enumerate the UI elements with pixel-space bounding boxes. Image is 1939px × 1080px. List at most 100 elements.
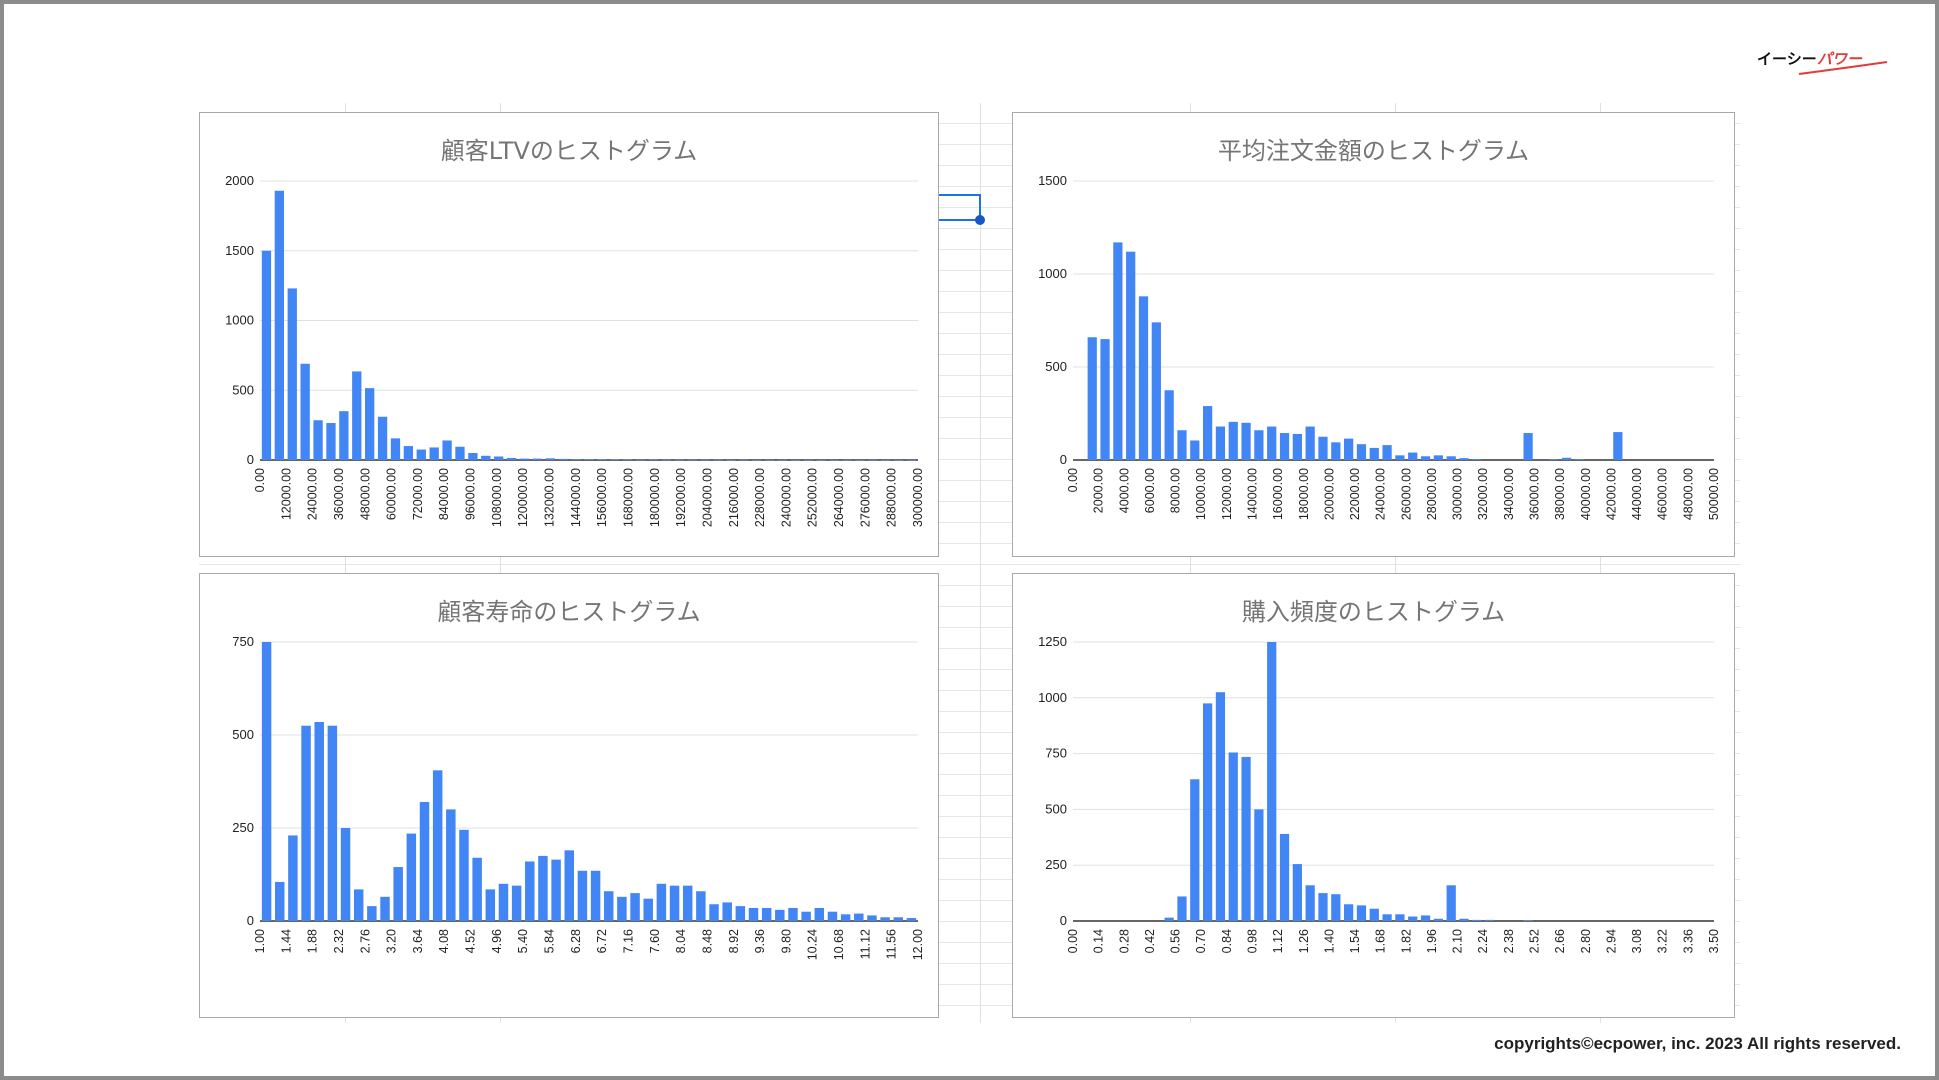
x-tick-label: 42000.00 [1604, 468, 1618, 520]
x-tick-label: 20000.00 [1322, 468, 1336, 520]
x-tick-label: 9.80 [779, 929, 793, 953]
histogram-bar [506, 457, 517, 460]
chart-ltv[interactable]: 顧客LTVのヒストグラム 0 500 1000 1500 2000 0.00 12000.0… [199, 112, 939, 557]
ecpower-logo: イーシー パワー [1757, 50, 1888, 75]
x-tick-label: 0.98 [1245, 929, 1259, 953]
x-tick-label: 8.92 [727, 929, 741, 953]
x-tick-label: 7.60 [648, 929, 662, 953]
histogram-bar [726, 459, 736, 461]
x-tick-label: 192000.00 [674, 468, 688, 527]
x-tick-label: 9.36 [753, 929, 767, 953]
histogram-bar [1331, 894, 1341, 921]
histogram-bar [906, 918, 917, 921]
histogram-bar [674, 459, 684, 461]
histogram-bar [525, 861, 535, 921]
sheet-column-line [1395, 103, 1396, 1023]
chart-connector-line [930, 194, 985, 225]
y-tick-label: 500 [232, 727, 254, 742]
histogram-bar [300, 363, 310, 460]
histogram-bar [894, 459, 904, 461]
x-tick-label: 84000.00 [437, 468, 451, 520]
x-tick-label: 288000.00 [885, 468, 899, 527]
y-tick-label: 1000 [1038, 690, 1067, 705]
histogram-bar [764, 459, 775, 461]
chart-plot-aov: 0 500 1000 1500 0.00 2000.00 4000.00 6000.00 800… [1038, 173, 1721, 520]
histogram-bar [1446, 885, 1456, 921]
histogram-bar [377, 416, 388, 460]
histogram-bar [485, 889, 496, 921]
x-tick-label: 22000.00 [1348, 468, 1362, 520]
x-tick-label: 0.70 [1194, 929, 1208, 953]
x-tick-label: 3.22 [1656, 929, 1670, 953]
histogram-bar [446, 809, 456, 921]
x-tick-label: 5.40 [516, 929, 530, 953]
histogram-bar [1344, 438, 1354, 460]
histogram-bar [380, 896, 390, 921]
y-tick-label: 0 [247, 913, 254, 928]
x-tick-label: 3.50 [1707, 929, 1721, 953]
chart-plot-ltv: 0 500 1000 1500 2000 0.00 12000.00 24000.00 3600… [225, 173, 925, 527]
histogram-bar [1215, 426, 1226, 460]
histogram-bar [1574, 459, 1585, 460]
y-tick-label: 500 [1045, 801, 1067, 816]
x-tick-label: 96000.00 [464, 468, 478, 520]
x-tick-label: 1.26 [1297, 929, 1311, 953]
y-tick-label: 250 [232, 820, 254, 835]
chart-aov[interactable]: 平均注文金額のヒストグラム 0 500 1000 1500 0.00 2000.00 400… [1012, 112, 1735, 557]
histogram-bar [1420, 915, 1431, 921]
histogram-bar [682, 885, 693, 921]
histogram-bar [1138, 296, 1149, 460]
x-tick-label: 2.66 [1553, 929, 1567, 953]
y-tick-label: 1000 [225, 313, 254, 328]
histogram-bar [1228, 752, 1238, 921]
x-tick-label: 156000.00 [595, 468, 609, 527]
histogram-bar [623, 459, 633, 461]
x-tick-label: 1.96 [1425, 929, 1439, 953]
x-tick-label: 12.00 [911, 929, 925, 960]
x-tick-label: 264000.00 [832, 468, 846, 527]
histogram-bar [1356, 444, 1367, 460]
x-tick-label: 168000.00 [621, 468, 635, 527]
x-tick-label: 1.44 [279, 929, 293, 953]
histogram-bar [551, 859, 561, 921]
x-tick-label: 4.96 [490, 929, 504, 953]
y-tick-label: 2000 [225, 173, 254, 188]
y-tick-label: 250 [1045, 857, 1067, 872]
histogram-bar [274, 190, 284, 460]
histogram-bar [1177, 896, 1187, 921]
chart-frequency[interactable]: 購入頻度のヒストグラム 0 250 500 750 1000 1250 0.00 0.14 0.… [1012, 573, 1735, 1018]
histogram-bar [367, 906, 377, 921]
histogram-bar [287, 288, 297, 460]
x-tick-label: 1.68 [1374, 929, 1388, 953]
histogram-bar [406, 833, 417, 921]
x-tick-label: 144000.00 [569, 468, 583, 527]
chart-lifespan[interactable]: 顧客寿命のヒストグラム 0 250 500 750 1.00 1.44 1.88 2.32 2.… [199, 573, 939, 1018]
histogram-bar [1549, 459, 1559, 460]
histogram-bar [1356, 905, 1367, 921]
histogram-bar [840, 914, 851, 921]
histogram-bar [1382, 914, 1392, 921]
x-tick-label: 0.14 [1092, 929, 1106, 953]
x-tick-label: 6000.00 [1143, 468, 1157, 513]
histogram-bar [1267, 642, 1277, 921]
x-tick-label: 12000.00 [279, 468, 293, 520]
x-tick-label: 6.28 [569, 929, 583, 953]
x-tick-label: 8000.00 [1169, 468, 1183, 513]
histogram-bar [829, 459, 839, 461]
x-tick-label: 36000.00 [332, 468, 346, 520]
histogram-bar [1523, 920, 1533, 922]
histogram-bar [867, 915, 877, 921]
histogram-bar [1202, 703, 1213, 921]
x-tick-label: 36000.00 [1528, 468, 1542, 520]
histogram-bar [590, 870, 601, 921]
histogram-bar [854, 913, 864, 921]
x-tick-label: 32000.00 [1476, 468, 1490, 520]
histogram-bar [511, 885, 522, 921]
histogram-bar [713, 459, 723, 461]
x-tick-label: 0.28 [1117, 929, 1131, 953]
y-tick-label: 1500 [1038, 173, 1067, 188]
x-tick-label: 16000.00 [1271, 468, 1285, 520]
histogram-bar [752, 459, 762, 461]
histogram-bar [455, 446, 465, 460]
histogram-bar [419, 801, 430, 921]
